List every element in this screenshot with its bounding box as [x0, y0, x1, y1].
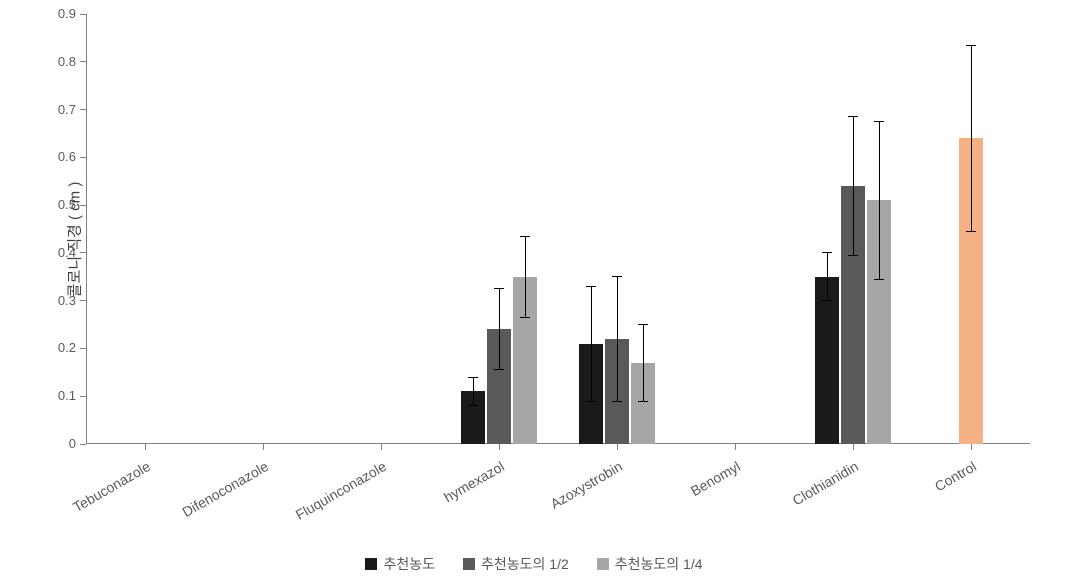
y-tick-label: 0.7: [58, 102, 76, 117]
x-tick-mark: [971, 444, 972, 450]
x-tick-mark: [381, 444, 382, 450]
x-tick-mark: [263, 444, 264, 450]
error-bar: [525, 236, 526, 317]
legend-label: 추천농도: [383, 554, 435, 574]
x-tick-label: hymexazol: [369, 458, 507, 547]
error-cap: [966, 45, 976, 46]
error-bar: [643, 325, 644, 401]
error-cap: [520, 236, 530, 237]
error-cap: [848, 116, 858, 117]
legend-swatch: [463, 558, 475, 570]
error-cap: [848, 255, 858, 256]
error-cap: [638, 401, 648, 402]
bar: [815, 277, 839, 444]
error-cap: [966, 231, 976, 232]
x-tick-mark: [145, 444, 146, 450]
x-tick-label: Clothianidin: [723, 458, 861, 547]
y-tick-label: 0.6: [58, 149, 76, 164]
y-tick-label: 0.4: [58, 245, 76, 260]
error-cap: [520, 317, 530, 318]
x-tick-label: Tebuconazole: [15, 458, 153, 547]
error-cap: [468, 377, 478, 378]
y-tick-label: 0.2: [58, 340, 76, 355]
legend-swatch: [597, 558, 609, 570]
y-tick-label: 0.5: [58, 197, 76, 212]
legend-swatch: [365, 558, 377, 570]
error-bar: [499, 289, 500, 370]
x-tick-mark: [735, 444, 736, 450]
error-cap: [874, 279, 884, 280]
x-tick-label: Difenoconazole: [133, 458, 271, 547]
y-tick-label: 0.1: [58, 388, 76, 403]
x-tick-mark: [617, 444, 618, 450]
error-cap: [468, 405, 478, 406]
legend-item: 추천농도: [365, 554, 435, 574]
error-cap: [586, 401, 596, 402]
plot-area: [86, 14, 1030, 444]
error-cap: [822, 252, 832, 253]
error-cap: [874, 121, 884, 122]
legend: 추천농도 추천농도의 1/2 추천농도의 1/4: [0, 554, 1068, 574]
x-tick-label: Benomyl: [605, 458, 743, 547]
chart-container: 콜로니 직경 ( cm ) 추천농도추천농도의 1/2추천농도의 1/4 00.…: [0, 0, 1068, 583]
y-tick-label: 0.8: [58, 54, 76, 69]
error-cap: [586, 286, 596, 287]
legend-item: 추천농도의 1/2: [463, 554, 569, 574]
error-cap: [494, 288, 504, 289]
error-bar: [853, 117, 854, 256]
error-bar: [879, 122, 880, 280]
y-tick-label: 0.3: [58, 293, 76, 308]
error-bar: [591, 286, 592, 401]
error-cap: [612, 401, 622, 402]
error-cap: [638, 324, 648, 325]
error-bar: [971, 45, 972, 231]
x-tick-mark: [499, 444, 500, 450]
y-tick-label: 0: [69, 436, 76, 451]
legend-label: 추천농도의 1/2: [481, 554, 569, 574]
error-cap: [612, 276, 622, 277]
legend-label: 추천농도의 1/4: [615, 554, 703, 574]
error-bar: [617, 277, 618, 401]
error-bar: [827, 253, 828, 301]
error-bar: [473, 377, 474, 406]
x-tick-label: Fluquinconazole: [251, 458, 389, 547]
x-tick-label: Control: [841, 458, 979, 547]
x-tick-label: Azoxystrobin: [487, 458, 625, 547]
legend-item: 추천농도의 1/4: [597, 554, 703, 574]
y-axis-line: [86, 14, 87, 444]
error-cap: [822, 300, 832, 301]
y-tick-label: 0.9: [58, 6, 76, 21]
x-tick-mark: [853, 444, 854, 450]
error-cap: [494, 369, 504, 370]
